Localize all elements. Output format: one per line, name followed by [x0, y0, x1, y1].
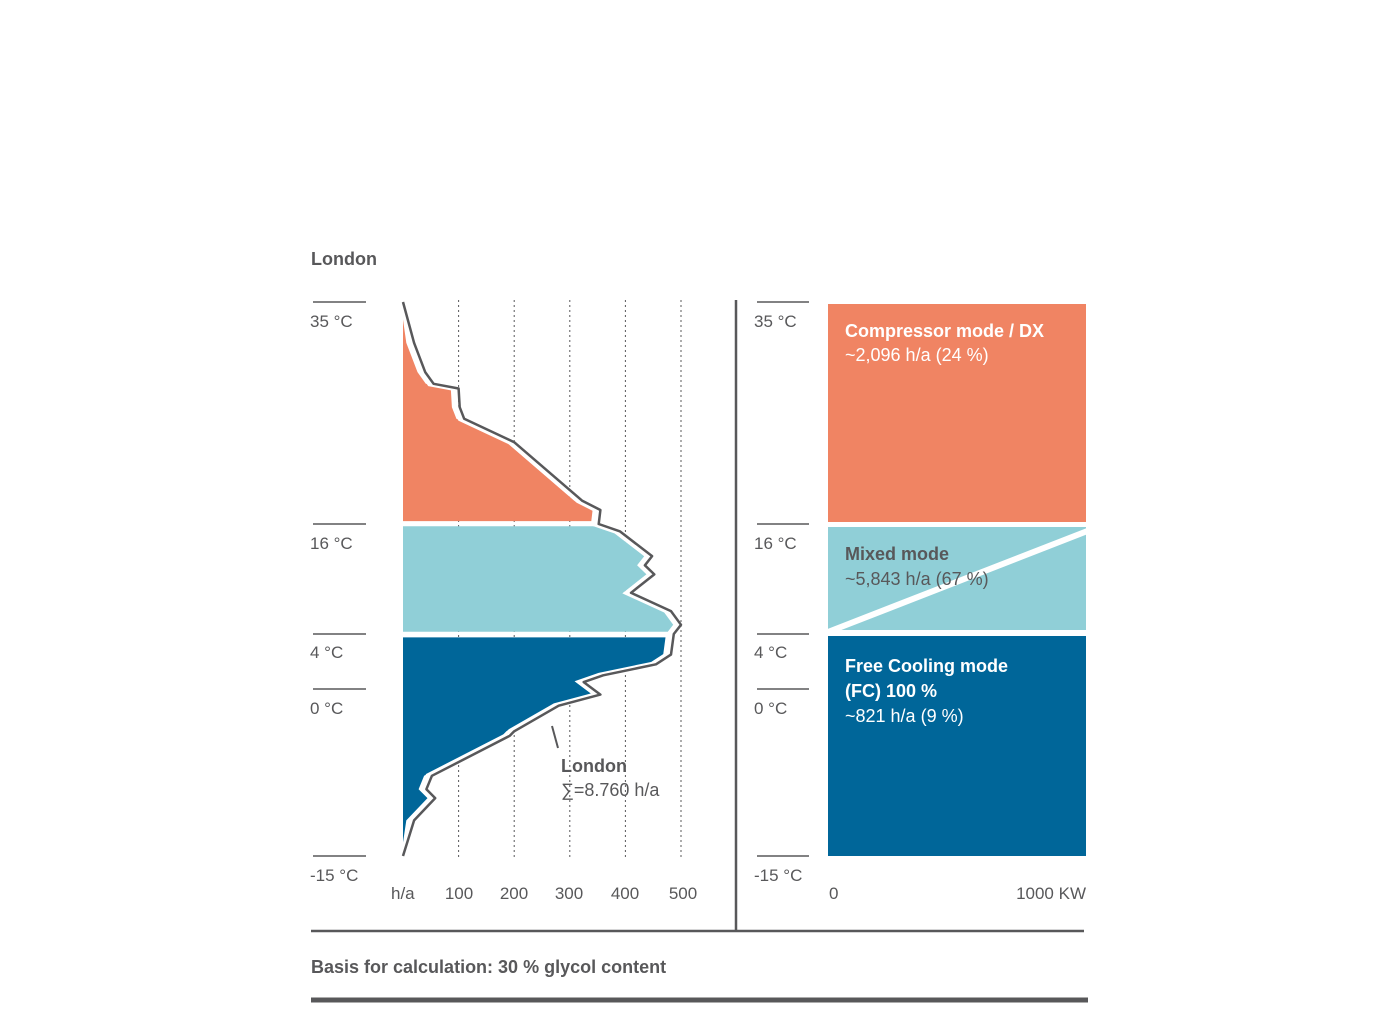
right-tick-label-neg15: -15 °C — [754, 866, 802, 885]
curve-sum-label: ∑=8.760 h/a — [561, 780, 660, 800]
x-tick-300: 300 — [555, 884, 583, 903]
right-temp-axis: 35 °C 16 °C 4 °C 0 °C -15 °C — [754, 301, 809, 885]
right-x-tick-0: 0 — [829, 884, 838, 903]
chart-title: London — [311, 249, 377, 269]
free-cooling-title-line2: (FC) 100 % — [845, 681, 937, 701]
tick-label-16: 16 °C — [310, 534, 353, 553]
curve-pointer — [551, 725, 559, 749]
left-x-axis: h/a 100 200 300 400 500 — [391, 884, 697, 903]
left-area-fills — [400, 301, 681, 857]
right-x-tick-1000: 1000 KW — [1016, 884, 1086, 903]
compressor-mode-block — [828, 304, 1086, 522]
x-tick-200: 200 — [500, 884, 528, 903]
x-tick-400: 400 — [611, 884, 639, 903]
right-tick-label-4: 4 °C — [754, 643, 787, 662]
x-tick-100: 100 — [445, 884, 473, 903]
compressor-mode-title: Compressor mode / DX — [845, 321, 1044, 341]
free-cooling-block — [828, 636, 1086, 856]
area-band-2 — [403, 637, 666, 843]
mixed-mode-hours: ~5,843 h/a (67 %) — [845, 569, 989, 589]
tick-label-0: 0 °C — [310, 699, 343, 718]
right-tick-label-35: 35 °C — [754, 312, 797, 331]
left-temp-axis: 35 °C 16 °C 4 °C 0 °C -15 °C — [310, 301, 366, 885]
right-tick-label-16: 16 °C — [754, 534, 797, 553]
footer-note: Basis for calculation: 30 % glycol conte… — [311, 957, 666, 977]
left-grid — [458, 300, 682, 858]
free-cooling-hours: ~821 h/a (9 %) — [845, 706, 964, 726]
x-tick-500: 500 — [669, 884, 697, 903]
right-tick-label-0: 0 °C — [754, 699, 787, 718]
mixed-mode-title: Mixed mode — [845, 544, 949, 564]
tick-label-neg15: -15 °C — [310, 866, 358, 885]
series-curve-london — [401, 301, 683, 857]
curve-halo — [400, 301, 681, 857]
curve-label: London — [561, 756, 627, 776]
tick-label-35: 35 °C — [310, 312, 353, 331]
free-cooling-title-line1: Free Cooling mode — [845, 656, 1008, 676]
area-band-1 — [403, 526, 674, 632]
mixed-mode-diagonal — [826, 527, 1092, 635]
compressor-mode-hours: ~2,096 h/a (24 %) — [845, 345, 989, 365]
area-band-0 — [403, 319, 593, 522]
x-axis-unit: h/a — [391, 884, 415, 903]
tick-label-4: 4 °C — [310, 643, 343, 662]
